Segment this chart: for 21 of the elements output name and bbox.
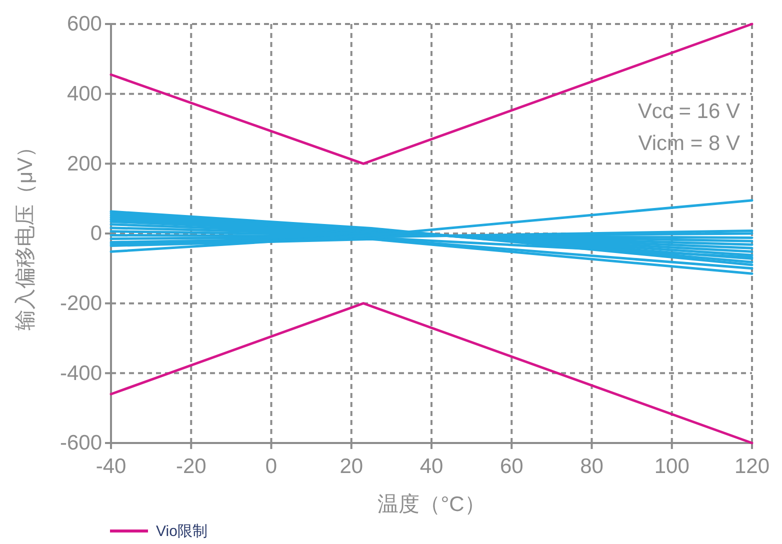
legend-label: Vio限制 [156,523,208,540]
y-tick-label: -400 [60,362,102,385]
annotation: Vcc = 16 V [638,100,740,123]
x-tick-label: 120 [734,455,770,478]
y-tick-label: 200 [66,152,102,176]
x-tick-label: 0 [265,455,278,478]
x-tick-label: 80 [580,455,604,478]
x-tick-label: 40 [420,455,444,478]
annotation: Vicm = 8 V [638,132,740,155]
x-tick-label: -40 [96,455,126,478]
y-tick-label: 400 [66,82,102,106]
y-axis-title: 输入偏移电压（μV） [14,136,37,331]
y-tick-label: -600 [60,432,102,455]
x-tick-label: -20 [176,455,206,478]
x-axis-title: 温度（°C） [378,493,486,516]
y-tick-label: 600 [66,12,102,36]
x-tick-label: 100 [654,455,690,478]
x-tick-label: 20 [340,455,364,478]
y-tick-label: 0 [90,222,102,246]
y-tick-label: -200 [60,292,102,316]
x-tick-label: 60 [500,455,524,478]
